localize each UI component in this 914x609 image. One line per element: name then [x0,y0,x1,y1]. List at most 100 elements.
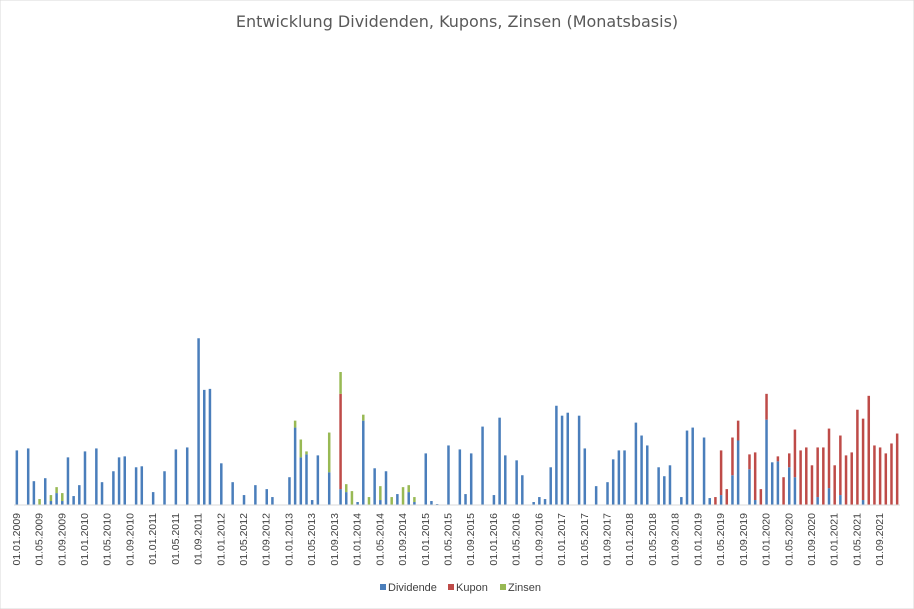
bar-dividende-76 [447,445,450,505]
bar-dividende-118 [685,430,689,505]
bar-zinsen-61 [362,414,365,421]
x-tick-label: 01.01.2021 [829,513,841,566]
bar-dividende-28 [174,449,178,505]
bar-layer [15,338,899,506]
bar-dividende-26 [163,471,166,505]
x-tick-label: 01.01.2020 [761,513,773,566]
x-tick-label: 01.01.2009 [11,513,23,566]
bar-dividende-119 [691,427,694,505]
x-tick-label: 01.09.2009 [56,513,68,566]
x-tick-label: 01.09.2020 [806,513,818,566]
bar-dividende-36 [220,463,223,505]
bar-dividende-8 [61,501,64,505]
bar-kupon-127 [736,420,740,441]
bar-kupon-139 [805,447,808,506]
bar-dividende-79 [464,494,467,505]
bar-dividende-17 [112,471,115,505]
x-tick-label: 01.05.2016 [511,513,523,566]
bar-dividende-38 [231,482,234,505]
bar-dividende-111 [646,445,649,505]
x-tick-label: 01.09.2011 [193,513,205,565]
bar-dividende-18 [117,457,121,505]
bar-dividende-104 [606,482,609,505]
bar-dividende-109 [634,422,638,505]
bar-dividende-6 [49,501,53,505]
bar-dividende-48 [288,477,291,505]
bar-dividende-95 [555,405,558,505]
bar-zinsen-64 [379,486,382,501]
x-tick-label: 01.01.2017 [556,513,568,566]
bar-dividende-30 [185,447,189,506]
bar-kupon-130 [753,452,757,501]
bar-dividende-24 [151,492,155,505]
bar-dividende-92 [538,497,541,505]
x-tick-label: 01.05.2012 [238,513,250,566]
bar-dividende-73 [430,501,433,505]
bar-dividende-72 [424,453,428,505]
bar-dividende-141 [816,497,819,505]
x-tick-label: 01.05.2017 [579,513,591,566]
bar-dividende-100 [583,448,587,505]
x-tick-label: 01.01.2011 [147,513,159,565]
legend-swatch-zinsen [500,584,506,590]
bar-dividende-40 [242,495,246,505]
bar-kupon-124 [719,450,723,496]
x-tick-label: 01.01.2014 [352,513,364,566]
bar-dividende-33 [203,389,206,505]
bar-dividende-55 [327,472,331,505]
x-tick-label: 01.05.2014 [374,513,386,566]
bar-dividende-32 [197,338,200,505]
bar-dividende-143 [827,488,831,505]
bar-zinsen-62 [367,497,371,505]
x-tick-label: 01.05.2013 [306,513,318,566]
bar-dividende-115 [668,465,672,505]
bar-kupon-134 [776,456,780,462]
bar-dividende-12 [83,451,87,505]
bar-dividende-145 [839,495,842,505]
bar-kupon-147 [850,452,853,505]
bar-zinsen-70 [413,497,416,503]
bar-dividende-88 [515,460,518,505]
x-tick-label: 01.09.2015 [465,513,477,566]
bar-dividende-14 [95,448,98,505]
bar-kupon-132 [765,393,768,420]
legend: Dividende Kupon Zinsen [380,582,541,594]
bar-zinsen-55 [327,432,331,473]
bar-kupon-57 [339,393,342,490]
x-tick-label: 01.09.2014 [397,513,409,566]
bar-dividende-84 [492,495,496,505]
bar-kupon-123 [714,497,717,505]
x-tick-label: 01.05.2018 [647,513,659,566]
x-tick-label: 01.09.2019 [738,513,750,566]
bar-dividende-63 [373,468,376,505]
bar-dividende-99 [577,415,581,506]
bar-zinsen-8 [61,493,64,502]
bar-kupon-154 [890,443,893,505]
bar-dividende-34 [208,388,212,505]
legend-label-kupon: Kupon [456,582,488,594]
bar-kupon-155 [895,433,899,505]
bar-zinsen-59 [350,491,354,506]
bar-kupon-142 [822,447,825,506]
chart-title: Entwicklung Dividenden, Kupons, Zinsen (… [236,12,678,31]
bar-kupon-145 [839,435,842,496]
x-tick-label: 01.01.2015 [420,513,432,566]
bar-kupon-151 [873,445,876,505]
x-tick-label: 01.09.2018 [670,513,682,566]
bar-kupon-138 [799,450,802,505]
x-tick-label: 01.05.2020 [783,513,795,566]
bar-dividende-61 [362,420,365,505]
bar-dividende-86 [504,455,507,506]
bar-zinsen-7 [55,487,58,494]
x-tick-label: 01.01.2010 [79,513,91,566]
x-tick-label: 01.09.2017 [602,513,614,566]
bar-dividende-105 [611,459,615,506]
bar-kupon-129 [748,454,751,470]
bar-kupon-131 [759,489,763,505]
bar-dividende-126 [731,475,734,506]
bar-kupon-125 [725,489,729,505]
bar-dividende-96 [560,415,564,506]
x-tick-label: 01.05.2021 [851,513,863,566]
x-tick-label: 01.09.2013 [329,513,341,566]
